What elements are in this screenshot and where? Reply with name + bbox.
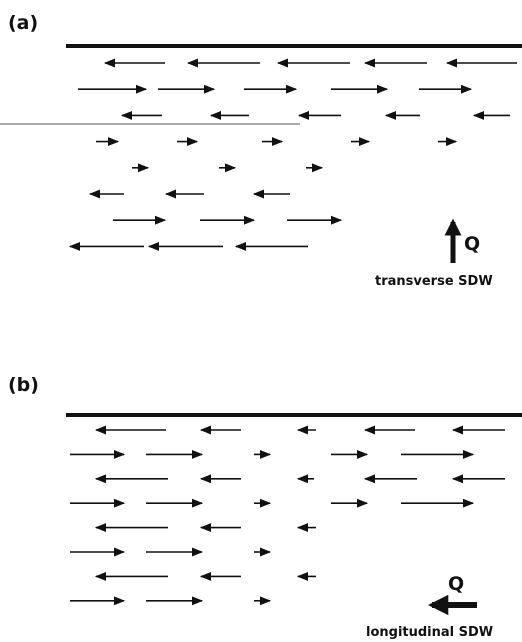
panel-b: (b) Q longitudinal SDW: [8, 374, 522, 640]
panel-a-caption: transverse SDW: [375, 274, 493, 289]
panel-b-q-label: Q: [448, 573, 464, 595]
panel-b-arrow-field: [70, 425, 505, 606]
panel-b-label: (b): [8, 374, 39, 396]
panel-a: (a) Q transverse SDW: [0, 12, 522, 289]
panel-a-label: (a): [8, 12, 38, 34]
panel-a-q-label: Q: [464, 233, 480, 255]
panel-a-arrow-field: [68, 58, 517, 251]
panel-b-caption: longitudinal SDW: [366, 625, 493, 640]
